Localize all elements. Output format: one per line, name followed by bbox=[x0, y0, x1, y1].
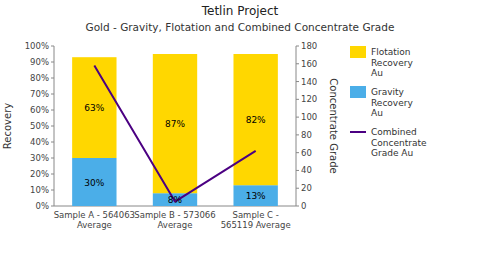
y2-tick-label: 40 bbox=[301, 165, 312, 175]
data-label: 30% bbox=[84, 178, 104, 188]
y-tick bbox=[51, 94, 54, 95]
y-tick-label: 40% bbox=[30, 137, 49, 147]
legend-label: CombinedConcentrateGrade Au bbox=[371, 127, 427, 158]
bar-segment bbox=[153, 193, 197, 206]
bar-segment bbox=[72, 158, 116, 206]
y2-tick bbox=[296, 152, 299, 153]
y-tick-label: 60% bbox=[30, 105, 49, 115]
y2-tick bbox=[296, 206, 299, 207]
y-tick bbox=[51, 190, 54, 191]
y-axis-label: Recovery bbox=[2, 103, 13, 149]
y2-tick-label: 140 bbox=[301, 77, 317, 87]
y2-axis-line bbox=[296, 46, 297, 206]
data-label: 82% bbox=[246, 115, 266, 125]
y-tick-label: 10% bbox=[30, 185, 49, 195]
bar-segment bbox=[233, 54, 277, 185]
y-tick bbox=[51, 62, 54, 63]
data-label: 87% bbox=[165, 119, 185, 129]
y-tick bbox=[51, 126, 54, 127]
y-tick bbox=[51, 110, 54, 111]
legend-swatch bbox=[350, 86, 366, 98]
y-tick-label: 50% bbox=[30, 121, 49, 131]
y-tick bbox=[51, 142, 54, 143]
y2-tick bbox=[296, 63, 299, 64]
x-tick-label: Sample A - 564063Average bbox=[54, 210, 135, 230]
y2-tick-label: 180 bbox=[301, 41, 317, 51]
legend-label: FlotationRecoveryAu bbox=[371, 47, 413, 78]
y2-tick bbox=[296, 170, 299, 171]
y-tick bbox=[51, 46, 54, 47]
y-tick-label: 80% bbox=[30, 73, 49, 83]
y2-tick bbox=[296, 188, 299, 189]
y-tick-label: 100% bbox=[25, 41, 49, 51]
legend: FlotationRecoveryAu GravityRecoveryAu Comb… bbox=[350, 46, 427, 158]
y-tick-label: 30% bbox=[30, 153, 49, 163]
title: Tetlin Project bbox=[201, 4, 279, 18]
subtitle: Gold - Gravity, Flotation and Combined C… bbox=[86, 21, 395, 33]
y2-tick-label: 0 bbox=[301, 201, 306, 211]
y2-tick bbox=[296, 117, 299, 118]
bar-segment bbox=[233, 185, 277, 206]
y2-axis-label: Concentrate Grade bbox=[328, 78, 339, 173]
y-tick bbox=[51, 206, 54, 207]
chart: Tetlin Project Gold - Gravity, Flotation … bbox=[0, 0, 480, 257]
y2-tick-label: 100 bbox=[301, 112, 317, 122]
y2-tick bbox=[296, 46, 299, 47]
y2-tick-label: 120 bbox=[301, 94, 317, 104]
y2-tick-label: 160 bbox=[301, 59, 317, 69]
y2-tick-label: 60 bbox=[301, 148, 312, 158]
x-tick-label: Sample C -565119 Average bbox=[221, 210, 291, 230]
y-tick-label: 20% bbox=[30, 169, 49, 179]
line bbox=[94, 66, 255, 202]
y2-tick bbox=[296, 134, 299, 135]
x-tick-label: Sample B - 573066Average bbox=[134, 210, 215, 230]
data-labels: 30% 8% 13% 63% 87% 82% bbox=[84, 103, 266, 205]
y-tick bbox=[51, 78, 54, 79]
y-tick bbox=[51, 174, 54, 175]
y2-tick-label: 20 bbox=[301, 183, 312, 193]
y2-tick bbox=[296, 81, 299, 82]
plot-area bbox=[72, 54, 278, 206]
legend-label: GravityRecoveryAu bbox=[371, 87, 413, 118]
data-label: 8% bbox=[168, 195, 183, 205]
y2-tick-label: 80 bbox=[301, 130, 312, 140]
legend-swatch bbox=[350, 131, 366, 133]
bar-segment bbox=[153, 54, 197, 193]
data-label: 63% bbox=[84, 103, 104, 113]
y-tick-label: 90% bbox=[30, 57, 49, 67]
y-tick-label: 70% bbox=[30, 89, 49, 99]
y2-tick bbox=[296, 99, 299, 100]
y-tick-label: 0% bbox=[36, 201, 50, 211]
data-label: 13% bbox=[246, 191, 266, 201]
bar-segment bbox=[72, 57, 116, 158]
y-tick bbox=[51, 158, 54, 159]
legend-swatch bbox=[350, 46, 366, 58]
